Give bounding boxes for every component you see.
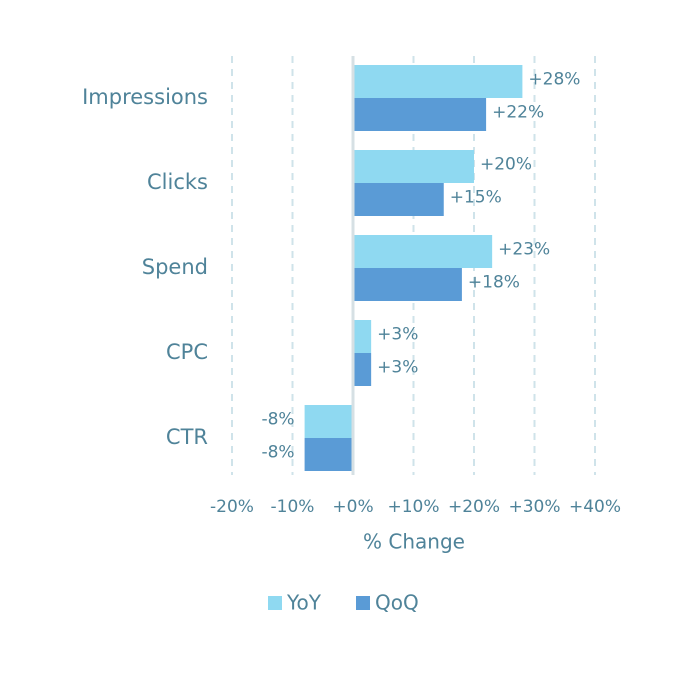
bar	[304, 405, 353, 438]
value-label: +15%	[450, 188, 502, 208]
value-label: -8%	[261, 443, 294, 463]
value-label: +3%	[377, 358, 418, 378]
bar	[353, 268, 462, 301]
bar	[353, 320, 372, 353]
category-label: CTR	[166, 425, 208, 449]
category-label: Clicks	[147, 170, 208, 194]
x-tick-label: -10%	[271, 497, 315, 517]
bar	[304, 438, 353, 471]
x-tick-label: +0%	[332, 497, 373, 517]
legend-swatch	[356, 596, 370, 610]
bar	[353, 235, 493, 268]
legend-label: YoY	[286, 591, 322, 615]
value-label: -8%	[261, 410, 294, 430]
bar	[353, 183, 444, 216]
x-tick-label: +40%	[569, 497, 621, 517]
legend-swatch	[268, 596, 282, 610]
bar	[353, 98, 487, 131]
x-tick-label: +10%	[387, 497, 439, 517]
x-tick-label: -20%	[210, 497, 254, 517]
x-tick-label: +20%	[448, 497, 500, 517]
value-label: +23%	[498, 240, 550, 260]
value-label: +28%	[528, 70, 580, 90]
legend-label: QoQ	[375, 591, 419, 615]
x-axis-title: % Change	[363, 530, 465, 554]
bar	[353, 65, 523, 98]
bar	[353, 353, 372, 386]
category-label: Impressions	[82, 85, 208, 109]
category-label: Spend	[142, 255, 208, 279]
x-tick-label: +30%	[508, 497, 560, 517]
value-label: +22%	[492, 103, 544, 123]
category-label: CPC	[166, 340, 208, 364]
value-label: +3%	[377, 325, 418, 345]
value-label: +20%	[480, 155, 532, 175]
bar	[353, 150, 474, 183]
value-label: +18%	[468, 273, 520, 293]
